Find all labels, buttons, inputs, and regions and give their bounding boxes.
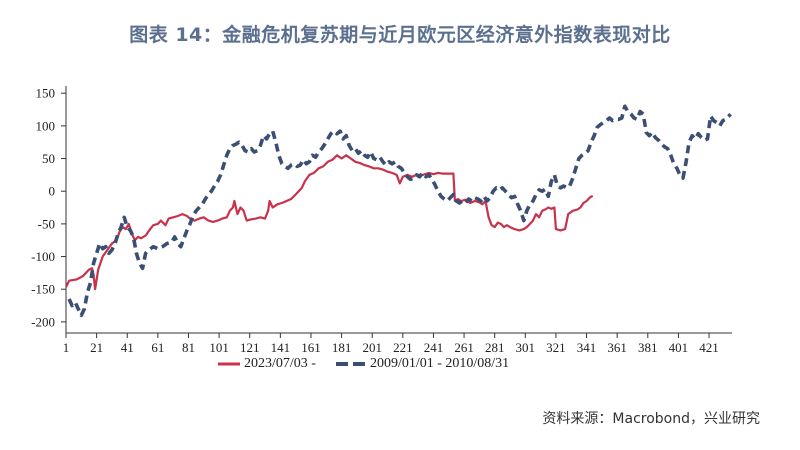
legend-item-2023: 2023/07/03 - — [218, 356, 316, 372]
x-tick-label: 341 — [577, 340, 597, 355]
y-tick-label: -100 — [31, 249, 55, 264]
legend: 2023/07/03 - 2009/01/01 - 2010/08/31 — [218, 355, 529, 373]
x-tick-label: 101 — [209, 340, 229, 355]
y-tick-label: 0 — [49, 184, 56, 199]
x-tick-label: 161 — [301, 340, 321, 355]
source-note: 资料来源：Macrobond，兴业研究 — [542, 411, 760, 427]
x-tick-label: 321 — [546, 340, 566, 355]
x-tick-label: 241 — [424, 340, 444, 355]
x-tick-label: 121 — [240, 340, 260, 355]
x-tick-label: 1 — [63, 340, 70, 355]
series-layer — [66, 104, 732, 318]
x-tick-label: 81 — [182, 340, 195, 355]
chart-title: 图表 14：金融危机复苏期与近月欧元区经济意外指数表现对比 — [129, 24, 671, 46]
x-tick-label: 421 — [699, 340, 719, 355]
x-tick-label: 61 — [151, 340, 164, 355]
y-tick-label: -150 — [31, 282, 55, 297]
x-tick-label: 201 — [362, 340, 382, 355]
x-tick-label: 21 — [90, 340, 103, 355]
x-tick-label: 281 — [485, 340, 505, 355]
x-tick-label: 301 — [516, 340, 536, 355]
x-tick-label: 141 — [271, 340, 291, 355]
y-tick-label: 100 — [36, 118, 56, 133]
legend-item-2009: 2009/01/01 - 2010/08/31 — [335, 356, 510, 372]
y-tick-label: 50 — [42, 151, 55, 166]
legend-swatch-dashed-line — [335, 362, 366, 366]
series-line-2023 — [66, 154, 594, 291]
x-tick-label: 221 — [393, 340, 413, 355]
x-tick-label: 401 — [669, 340, 689, 355]
x-tick-label: 181 — [332, 340, 352, 355]
x-tick-label: 41 — [121, 340, 134, 355]
x-tick-label: 361 — [607, 340, 627, 355]
y-tick-label: -200 — [31, 314, 55, 329]
legend-label: 2009/01/01 - 2010/08/31 — [369, 356, 510, 371]
series-line-2009 — [67, 104, 732, 318]
legend-swatch-solid-line — [218, 362, 240, 366]
x-tick-label: 381 — [638, 340, 658, 355]
legend-label: 2023/07/03 - — [244, 356, 316, 371]
y-tick-label: 150 — [36, 86, 56, 101]
y-tick-label: -50 — [38, 216, 55, 231]
x-tick-label: 261 — [454, 340, 474, 355]
